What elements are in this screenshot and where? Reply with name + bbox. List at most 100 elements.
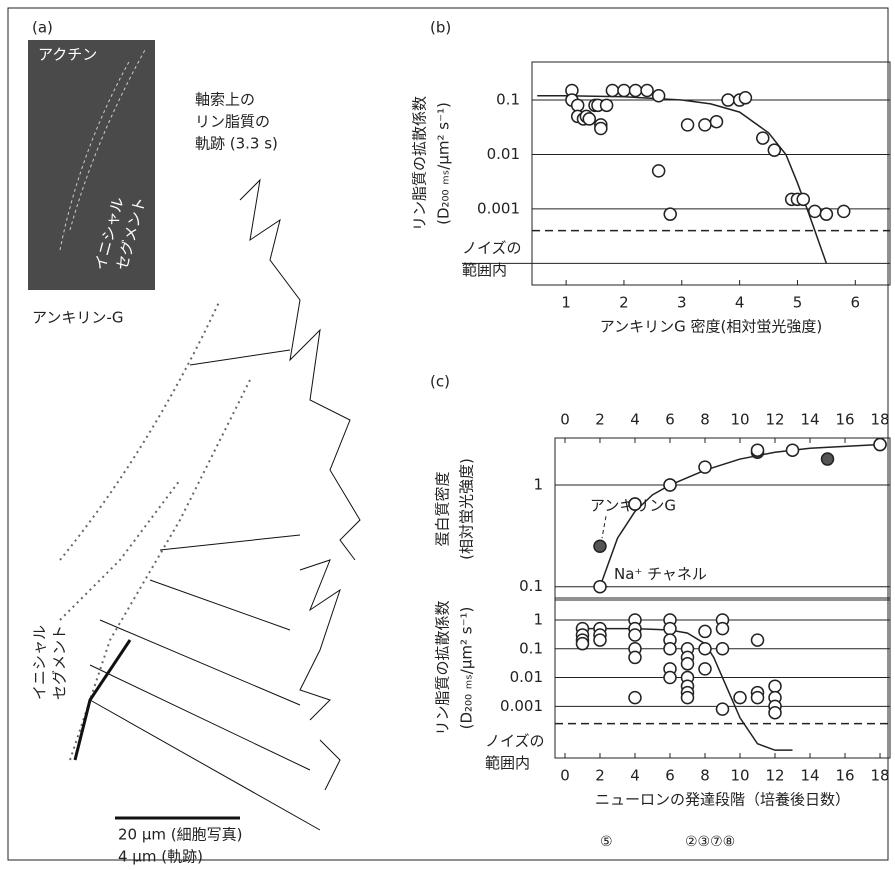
x-tick-label: 4 [630, 767, 640, 785]
point [594, 634, 606, 646]
y-tick-label: 0.1 [519, 577, 543, 595]
noise-label: 範囲内 [462, 261, 507, 279]
x-tick-label: 1 [561, 294, 571, 312]
point [641, 84, 653, 96]
y-axis-label: 蛋白質密度 [434, 471, 452, 546]
point [594, 540, 606, 552]
x-tick-label: 6 [665, 767, 675, 785]
point [653, 90, 665, 102]
trajectory [320, 740, 340, 790]
y-tick-label: 0.001 [500, 697, 543, 715]
point [822, 453, 834, 465]
point [629, 651, 641, 663]
x-tick-label: 2 [619, 294, 629, 312]
x-axis-label: ニューロンの発達段階（培養後日数） [595, 791, 850, 809]
x-tick-label: 8 [700, 411, 710, 429]
y-tick-label: 0.1 [519, 639, 543, 657]
label: アンキリン-G [32, 309, 123, 327]
inset-label: アクチン [38, 46, 97, 64]
point [820, 208, 832, 220]
x-tick-label: 6 [665, 411, 675, 429]
y-axis-label: (相対蛍光強度) [458, 458, 476, 560]
point [629, 692, 641, 704]
x-tick-label: 2 [595, 767, 605, 785]
x-tick-label: 16 [835, 411, 854, 429]
point [606, 84, 618, 96]
panel-label: (b) [430, 19, 451, 37]
point [787, 444, 799, 456]
y-axis-label: (D₂₀₀ ₘₛ/μm² s⁻¹) [458, 607, 476, 730]
point [595, 123, 607, 135]
x-tick-label: 14 [800, 411, 819, 429]
x-tick-label: 14 [800, 767, 819, 785]
segment [75, 640, 130, 760]
annotation: ⑤ [600, 834, 613, 850]
x-tick-label: 8 [700, 767, 710, 785]
point [664, 208, 676, 220]
point [717, 623, 729, 635]
x-tick-label: 6 [851, 294, 861, 312]
x-tick-label: 3 [677, 294, 687, 312]
point [630, 84, 642, 96]
point [699, 643, 711, 655]
x-tick-label: 0 [560, 411, 570, 429]
x-tick-label: 4 [630, 411, 640, 429]
y-tick-label: 0.01 [510, 668, 543, 686]
scale-label: 20 μm (細胞写真) [118, 826, 242, 844]
point [664, 672, 676, 684]
point [699, 461, 711, 473]
point [664, 643, 676, 655]
x-tick-label: 10 [730, 411, 749, 429]
scale-label: 4 μm (軌跡) [118, 848, 203, 866]
label: イニシャル [31, 625, 49, 700]
series-label: Na⁺ チャネル [614, 565, 707, 583]
x-tick-label: 0 [560, 767, 570, 785]
point [594, 581, 606, 593]
y-axis-label: リン脂質の拡散係数 [434, 600, 452, 735]
point [629, 629, 641, 641]
y-tick-label: 1 [533, 476, 543, 494]
panel-label: (a) [32, 19, 53, 37]
point [752, 634, 764, 646]
point [757, 132, 769, 144]
point [809, 205, 821, 217]
point [710, 116, 722, 128]
point [699, 663, 711, 675]
point [699, 625, 711, 637]
point [653, 165, 665, 177]
panel-label: (c) [430, 373, 450, 391]
y-axis-label: (D₂₀₀ ₘₛ/μm² s⁻¹) [435, 102, 453, 225]
point [722, 94, 734, 106]
x-tick-label: 4 [735, 294, 745, 312]
point [681, 658, 693, 670]
point [739, 92, 751, 104]
figure: (a) アクチン イニシャル セグメント 軸索上の リン脂質の 軌跡 (3.3 … [0, 0, 895, 866]
point [664, 479, 676, 491]
x-tick-label: 16 [835, 767, 854, 785]
trajectory-title: リン脂質の [195, 113, 270, 131]
point [576, 638, 588, 650]
leader [602, 516, 606, 538]
point [769, 707, 781, 719]
x-tick-label: 18 [870, 411, 889, 429]
y-tick-label: 0.1 [496, 91, 520, 109]
noise-label: ノイズの [485, 732, 545, 750]
point [601, 99, 613, 111]
point [752, 444, 764, 456]
page: {"panel_a":{"label":"(a)","inset_actin":… [0, 0, 895, 870]
x-axis-label: アンキリンG 密度(相対蛍光強度) [600, 318, 823, 336]
point [717, 703, 729, 715]
point [664, 623, 676, 635]
point [717, 643, 729, 655]
point [618, 84, 630, 96]
trajectory-title: 軸索上の [195, 91, 255, 109]
axon [60, 300, 250, 760]
point [769, 680, 781, 692]
x-tick-label: 12 [765, 767, 784, 785]
point [734, 692, 746, 704]
point [682, 119, 694, 131]
point [874, 439, 886, 451]
x-tick-label: 10 [730, 767, 749, 785]
annotation: ②③⑦⑧ [685, 834, 735, 850]
label: セグメント [51, 625, 69, 700]
